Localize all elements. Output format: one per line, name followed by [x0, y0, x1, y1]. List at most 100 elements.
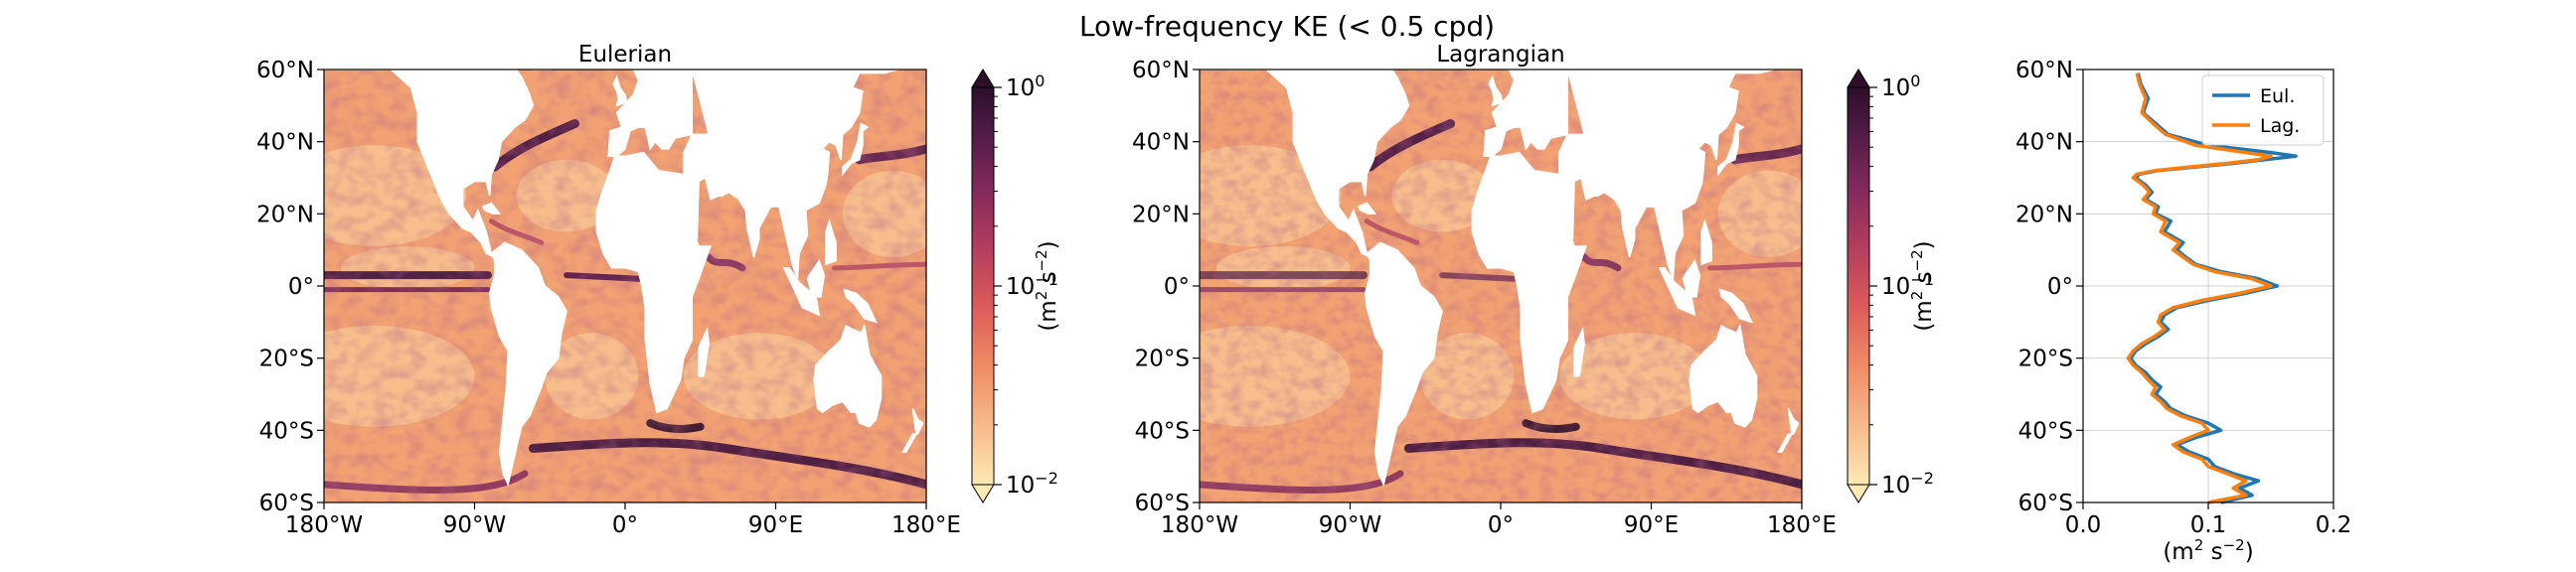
- colorbar-tick-label: 10−1: [1881, 270, 1934, 301]
- land-mask: [1558, 133, 1599, 240]
- lagrangian-ke-field: [1200, 70, 1802, 502]
- land-mask: [488, 241, 567, 488]
- profile-y-tick-label: 20°N: [2015, 202, 2073, 227]
- lagrangian-map-title: Lagrangian: [1436, 42, 1564, 68]
- land-mask: [1488, 74, 1504, 107]
- x-tick-label: 90°E: [1624, 512, 1679, 538]
- profile-lines: [2126, 72, 2298, 504]
- x-tick-label: 90°W: [1319, 512, 1382, 538]
- eulerian-map-title: Eulerian: [578, 42, 672, 68]
- x-tick-label: 180°W: [285, 512, 363, 538]
- lagrangian-map-y-ticks: 60°N 40°N 20°N 0° 20°S 40°S 60°S: [1132, 58, 1200, 516]
- x-tick-label: 90°W: [443, 512, 507, 538]
- profile-y-tick-label: 0°: [2047, 274, 2073, 300]
- colorbar-gradient: [971, 86, 995, 486]
- land-mask: [1200, 70, 1410, 258]
- eulerian-map-x-ticks: 180°W 90°W 0° 90°E 180°E: [285, 502, 961, 538]
- colorbar-label: (m2 s−2): [1908, 240, 1937, 331]
- land-mask: [698, 326, 710, 377]
- land-mask: [1777, 408, 1800, 453]
- profile-x-tick-label: 0.1: [2190, 512, 2227, 538]
- profile-y-ticks: 60°N 40°N 20°N 0° 20°S 40°S 60°S: [2015, 58, 2083, 516]
- profile-legend: Eul. Lag.: [2201, 74, 2325, 146]
- profile-y-tick-label: 60°S: [2018, 491, 2073, 516]
- x-tick-label: 0°: [612, 512, 638, 538]
- land-mask: [607, 70, 694, 157]
- colorbar-tick-label: 100: [1006, 72, 1045, 102]
- profile-series-line: [2126, 72, 2273, 504]
- profile-x-tick-label: 0.0: [2065, 512, 2102, 538]
- profile-y-tick-label: 40°N: [2015, 130, 2073, 156]
- zonal-mean-profile-panel: 0.0 0.1 0.2 60°N 40°N 20°N 0° 20°S 40°S 60°S (m2…: [2015, 58, 2351, 565]
- eulerian-ke-field: [324, 70, 926, 502]
- x-tick-label: 180°E: [891, 512, 961, 538]
- lagrangian-map-panel: Lagrangian 180°W 90°W 0° 90°E 180°E 60°N 40°N…: [1132, 42, 1837, 538]
- land-mask: [1689, 323, 1758, 428]
- land-mask: [691, 70, 898, 279]
- land-mask: [901, 408, 924, 453]
- land-mask: [1717, 122, 1745, 177]
- land-mask: [612, 74, 628, 107]
- profile-x-label: (m2 s−2): [2163, 536, 2253, 565]
- profile-x-tick-label: 0.2: [2316, 512, 2352, 538]
- land-mask: [825, 218, 837, 266]
- colorbar-extend-min: [1847, 484, 1870, 503]
- y-tick-label: 20°N: [1132, 202, 1190, 227]
- y-tick-label: 60°N: [256, 58, 314, 83]
- y-tick-label: 20°N: [256, 202, 314, 227]
- y-tick-label: 60°N: [1132, 58, 1190, 83]
- y-tick-label: 20°S: [259, 347, 314, 372]
- eulerian-colorbar: 100 10−1 10−2 (m2 s−2): [971, 69, 1061, 503]
- land-mask: [1566, 70, 1774, 279]
- legend-label: Lag.: [2260, 115, 2300, 137]
- land-mask: [532, 70, 553, 71]
- colorbar-extend-min: [971, 484, 995, 503]
- land-mask: [1700, 218, 1712, 266]
- land-mask: [481, 202, 502, 215]
- land-mask: [683, 133, 724, 240]
- land-mask: [1483, 70, 1569, 157]
- colorbar-tick-label: 100: [1881, 72, 1920, 102]
- land-mask: [842, 122, 870, 177]
- eulerian-map-panel: Eulerian 180°W 90°W 0° 90°E 180°E 60°N 40°N 20…: [256, 42, 961, 538]
- lagrangian-map-x-ticks: 180°W 90°W 0° 90°E 180°E: [1161, 502, 1837, 538]
- y-tick-label: 40°S: [259, 418, 314, 444]
- land-mask: [1364, 241, 1443, 488]
- y-tick-label: 40°S: [1135, 418, 1190, 444]
- y-tick-label: 60°S: [259, 491, 314, 516]
- land-mask: [1718, 288, 1753, 324]
- land-mask: [1357, 202, 1377, 215]
- profile-y-tick-label: 40°S: [2018, 418, 2073, 444]
- profile-x-ticks: 0.0 0.1 0.2: [2065, 502, 2352, 538]
- colorbar-label: (m2 s−2): [1033, 240, 1061, 331]
- y-tick-label: 40°N: [256, 130, 314, 156]
- colorbar-tick-label: 10−1: [1006, 270, 1058, 301]
- x-tick-label: 180°E: [1767, 512, 1837, 538]
- colorbar-extend-max: [1847, 69, 1870, 88]
- y-tick-label: 40°N: [1132, 130, 1190, 156]
- profile-y-tick-label: 60°N: [2015, 58, 2073, 83]
- land-mask: [324, 70, 535, 258]
- land-mask: [1407, 70, 1428, 71]
- land-mask: [843, 288, 878, 324]
- land-mask: [813, 323, 883, 428]
- eulerian-map-y-ticks: 60°N 40°N 20°N 0° 20°S 40°S 60°S: [256, 58, 324, 516]
- x-tick-label: 180°W: [1161, 512, 1238, 538]
- x-tick-label: 90°E: [748, 512, 803, 538]
- y-tick-label: 20°S: [1135, 347, 1190, 372]
- land-mask: [1682, 258, 1701, 298]
- colorbar-gradient: [1847, 86, 1870, 486]
- legend-label: Eul.: [2260, 85, 2295, 107]
- land-mask: [806, 258, 826, 298]
- y-tick-label: 60°S: [1135, 491, 1190, 516]
- profile-y-tick-label: 20°S: [2018, 347, 2073, 372]
- colorbar-tick-label: 10−2: [1881, 469, 1934, 500]
- colorbar-tick-label: 10−2: [1006, 469, 1058, 500]
- figure-title: Low-frequency KE (< 0.5 cpd): [1079, 10, 1495, 43]
- x-tick-label: 0°: [1488, 512, 1514, 538]
- y-tick-label: 0°: [288, 274, 314, 300]
- lagrangian-colorbar: 100 10−1 10−2 (m2 s−2): [1847, 69, 1937, 503]
- colorbar-extend-max: [971, 69, 995, 88]
- y-tick-label: 0°: [1164, 274, 1190, 300]
